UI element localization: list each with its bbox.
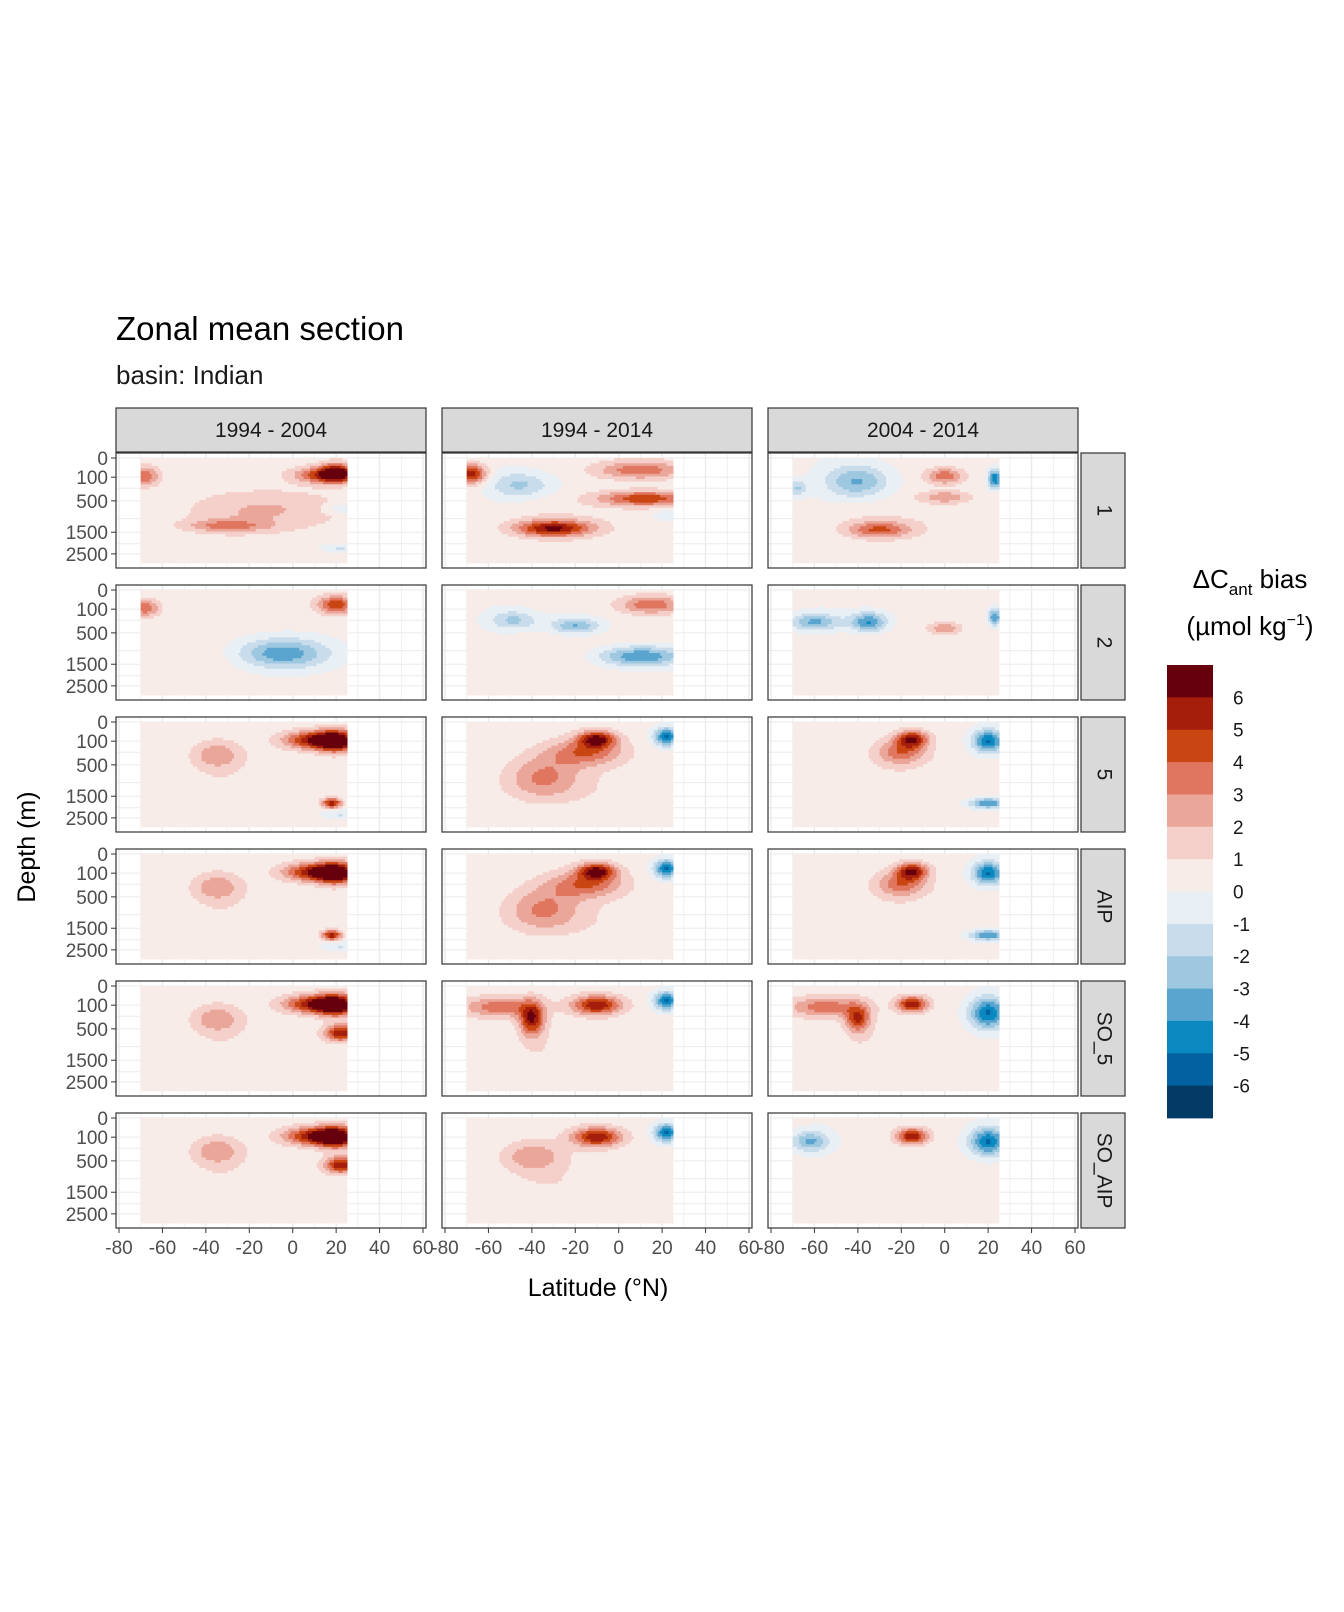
- panel: [116, 453, 426, 568]
- chart-subtitle: basin: Indian: [116, 360, 263, 390]
- chart-title: Zonal mean section: [116, 310, 404, 347]
- contour-field: [141, 458, 348, 564]
